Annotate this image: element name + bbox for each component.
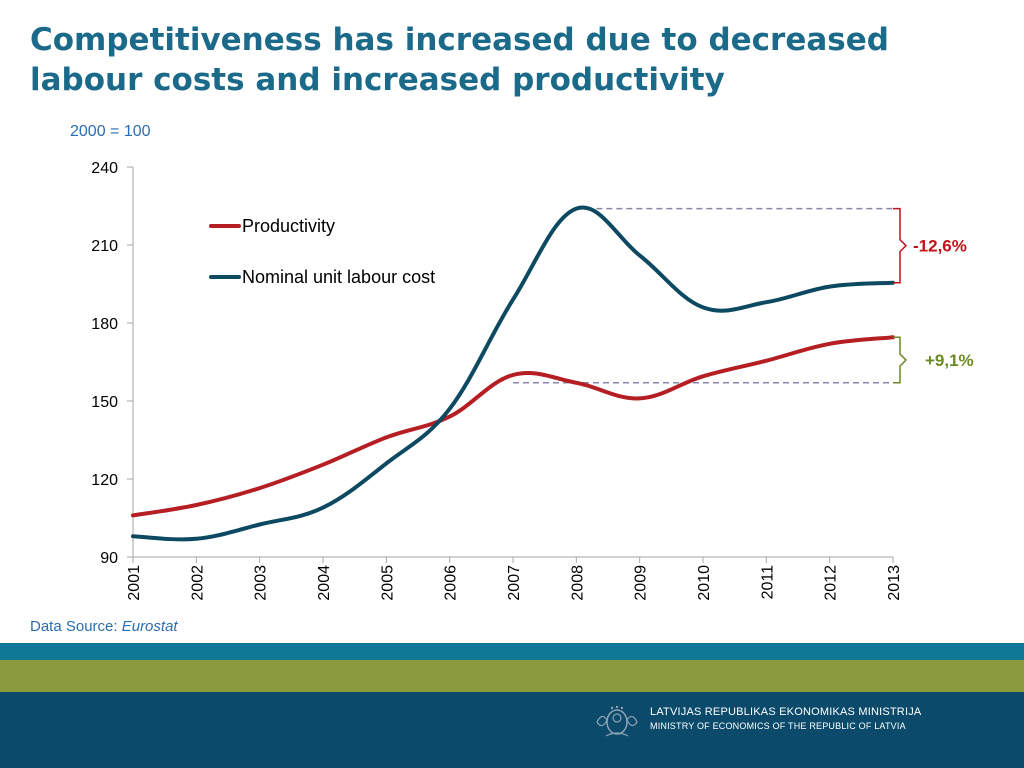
data-source: Data Source: Eurostat — [30, 618, 178, 635]
x-tick-label: 2001 — [126, 565, 143, 601]
x-tick-label: 2005 — [379, 565, 396, 601]
x-tick-label: 2007 — [506, 565, 523, 601]
line-chart: 90 120 150 180 210 240 2001 2002 2003 2004 2005 200… — [91, 160, 974, 601]
series-line-ulc — [131, 205, 895, 542]
ministry-name-en: MINISTRY OF ECONOMICS OF THE REPUBLIC OF… — [650, 721, 906, 731]
footer-band-navy — [0, 692, 1024, 768]
y-tick-label: 240 — [91, 160, 118, 177]
footer-band-teal — [0, 643, 1024, 660]
x-tick-label: 2008 — [569, 565, 586, 601]
page-title: Competitiveness has increased due to dec… — [30, 22, 889, 98]
data-source-name: Eurostat — [121, 618, 178, 635]
x-tick-label: 2011 — [759, 565, 776, 600]
ministry-name-lv: LATVIJAS REPUBLIKAS EKONOMIKAS MINISTRIJ… — [650, 706, 922, 718]
x-tick-label: 2002 — [189, 565, 206, 601]
bracket-productivity — [893, 336, 908, 384]
x-tick-label: 2009 — [633, 565, 650, 601]
x-tick-label: 2006 — [443, 565, 460, 601]
index-base-label: 2000 = 100 — [70, 123, 151, 140]
y-tick-label: 180 — [91, 316, 118, 333]
legend-label: Nominal unit labour cost — [242, 267, 435, 287]
data-source-label: Data Source: — [30, 618, 122, 635]
x-tick-label: 2013 — [886, 565, 903, 601]
y-tick-label: 120 — [91, 472, 118, 489]
series-line-productivity — [131, 335, 895, 518]
x-tick-label: 2004 — [316, 565, 333, 601]
annotation-productivity-change: +9,1% — [925, 351, 974, 370]
footer-band-green — [0, 660, 1024, 692]
y-tick-label: 90 — [100, 550, 118, 567]
y-tick-label: 150 — [91, 394, 118, 411]
x-tick-label: 2010 — [696, 565, 713, 601]
bracket-ulc — [893, 207, 908, 284]
x-tick-label: 2003 — [253, 565, 270, 601]
annotation-ulc-change: -12,6% — [913, 237, 967, 256]
legend-label: Productivity — [242, 216, 335, 236]
coat-of-arms-icon — [596, 705, 638, 737]
y-tick-label: 210 — [91, 238, 118, 255]
x-tick-label: 2012 — [823, 565, 840, 601]
